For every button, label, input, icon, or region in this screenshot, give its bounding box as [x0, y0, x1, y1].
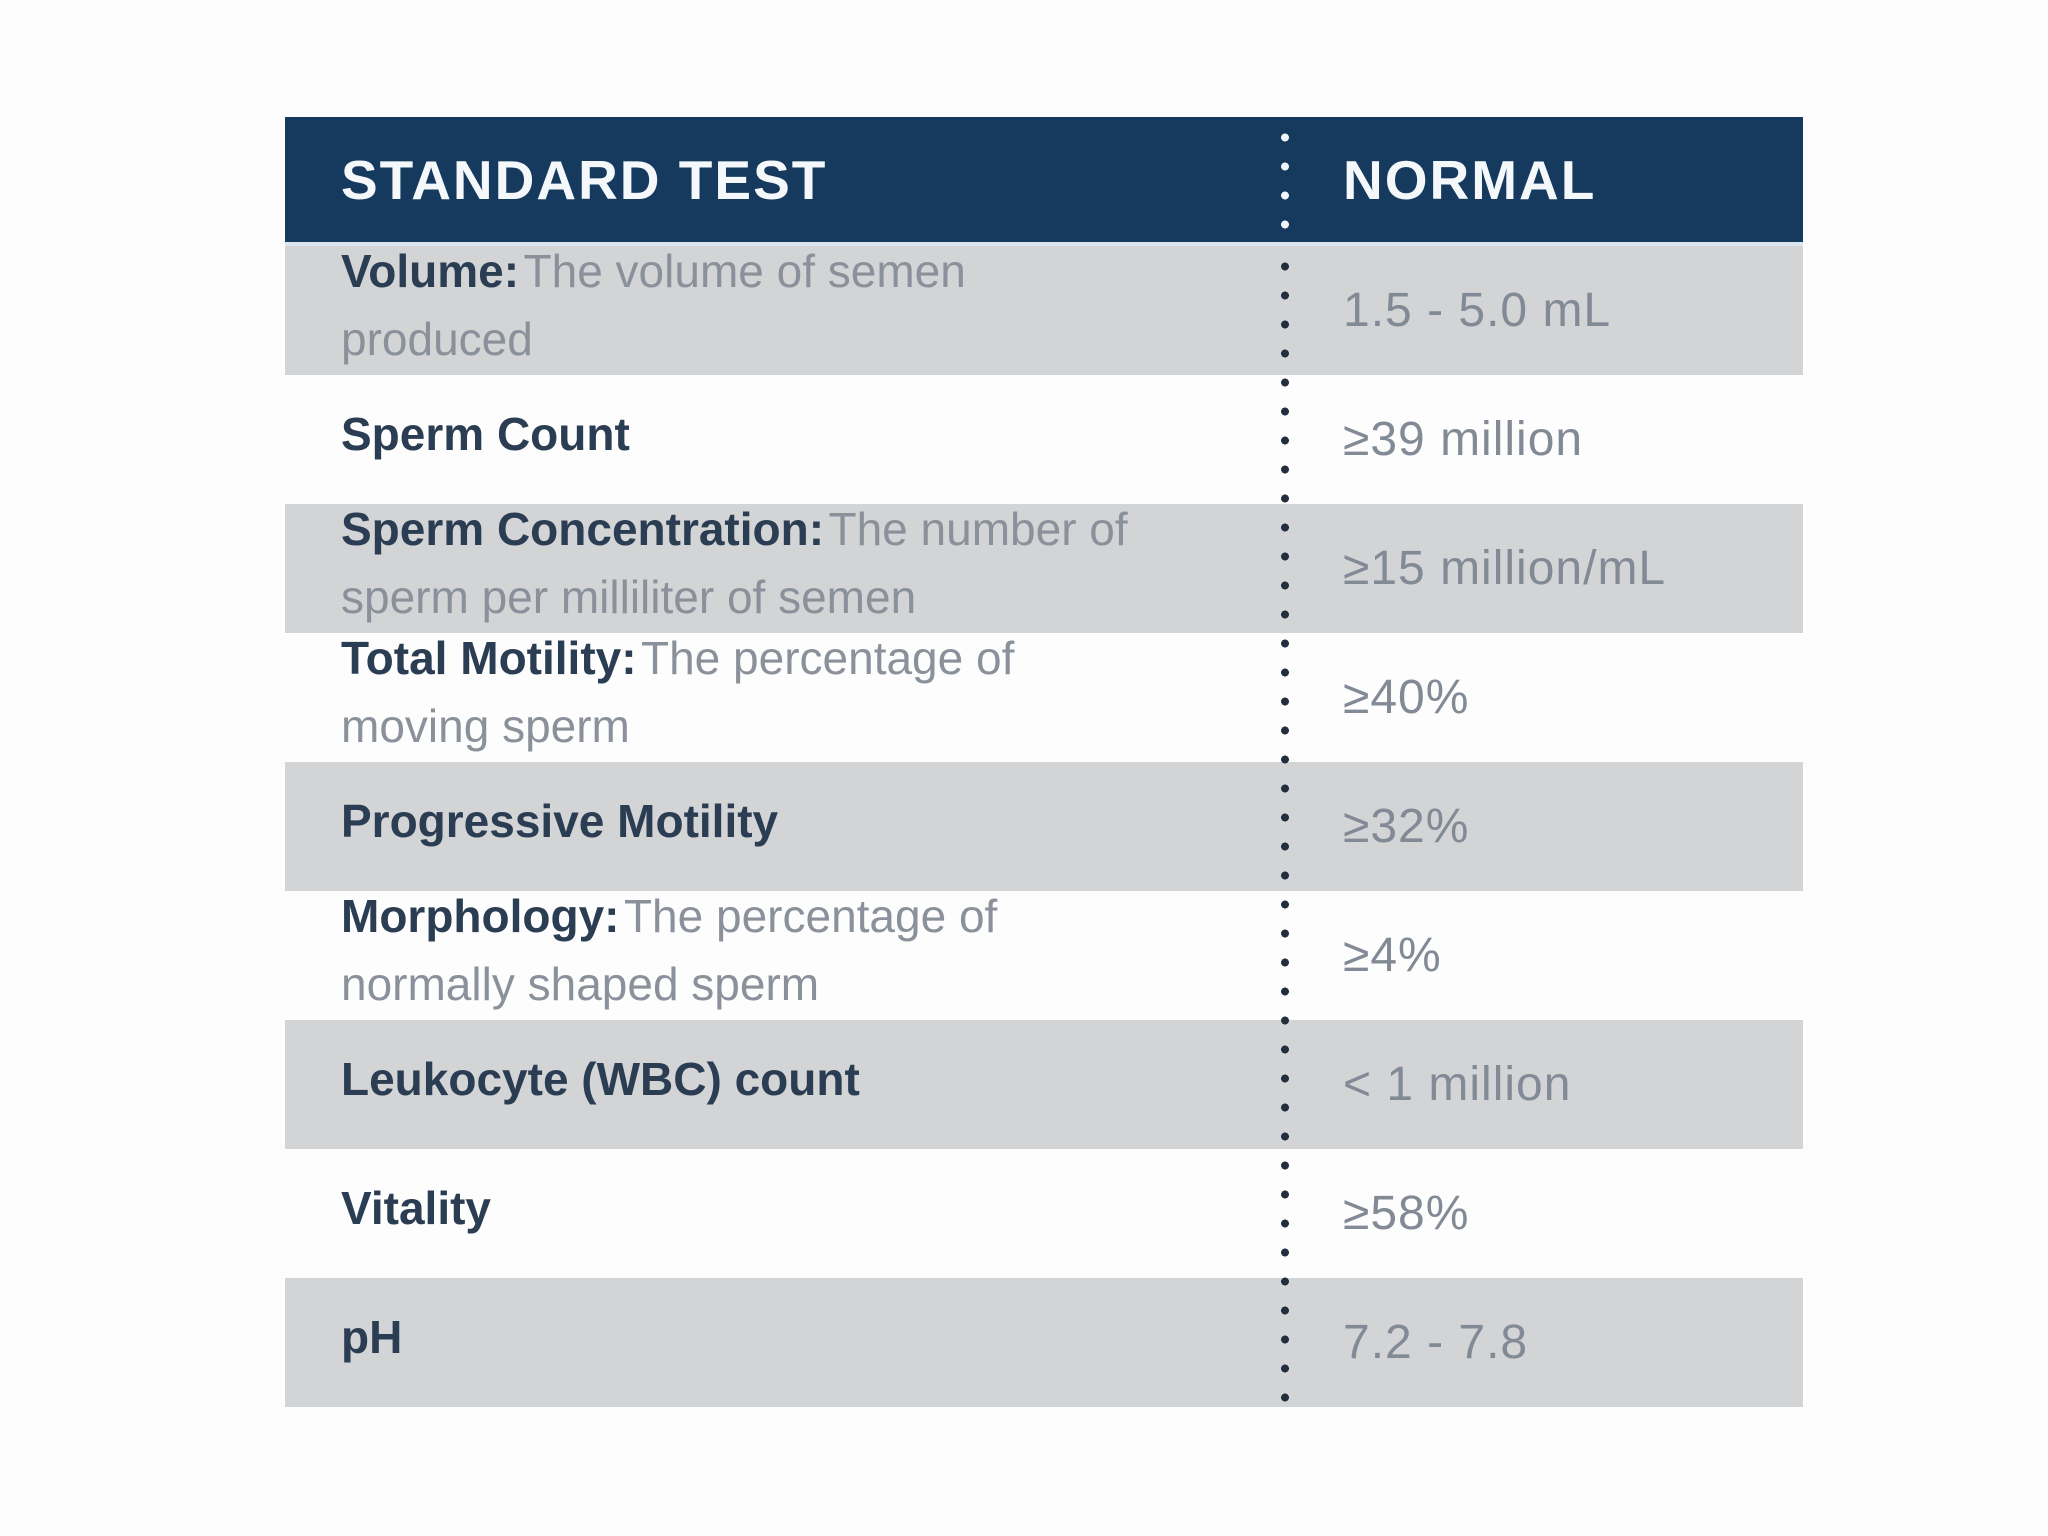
- table-row-volume: Volume: The volume of semen produced 1.5…: [285, 244, 1803, 375]
- table-row-sperm-count: Sperm Count ≥39 million: [285, 375, 1803, 504]
- test-term: Morphology:: [341, 889, 620, 942]
- test-description: The number of sperm per milliliter of se…: [341, 502, 1128, 623]
- test-cell: Volume: The volume of semen produced: [285, 244, 1285, 375]
- test-term: Progressive Motility: [341, 794, 779, 847]
- test-term: Leukocyte (WBC) count: [341, 1052, 860, 1105]
- test-description: The volume of semen produced: [341, 244, 966, 365]
- normal-value: ≥15 million/mL: [1343, 542, 1667, 595]
- normal-cell: < 1 million: [1285, 1020, 1803, 1149]
- test-term: pH: [341, 1310, 403, 1363]
- normal-value: ≥32%: [1343, 800, 1470, 853]
- test-cell: Sperm Count: [285, 375, 1285, 504]
- test-cell: Morphology: The percentage of normally s…: [285, 889, 1285, 1020]
- test-term: Volume:: [341, 244, 520, 297]
- test-term: Sperm Concentration:: [341, 502, 825, 555]
- test-cell: Leukocyte (WBC) count: [285, 1020, 1285, 1149]
- header-cell-normal: NORMAL: [1285, 117, 1803, 242]
- normal-cell: ≥58%: [1285, 1149, 1803, 1278]
- normal-cell: ≥32%: [1285, 762, 1803, 891]
- table-row-ph: pH 7.2 - 7.8: [285, 1278, 1803, 1407]
- test-description: The percentage of normally shaped sperm: [341, 889, 998, 1010]
- normal-cell: 7.2 - 7.8: [1285, 1278, 1803, 1407]
- table-row-leukocyte-count: Leukocyte (WBC) count < 1 million: [285, 1020, 1803, 1149]
- header-label-standard-test: STANDARD TEST: [341, 148, 828, 211]
- normal-value: 7.2 - 7.8: [1343, 1316, 1529, 1369]
- normal-cell: ≥4%: [1285, 891, 1803, 1020]
- test-cell: Vitality: [285, 1149, 1285, 1278]
- normal-value: ≥40%: [1343, 671, 1470, 724]
- test-cell: pH: [285, 1278, 1285, 1407]
- normal-value: 1.5 - 5.0 mL: [1343, 284, 1612, 337]
- header-label-normal: NORMAL: [1343, 148, 1597, 211]
- test-term: Sperm Count: [341, 407, 630, 460]
- semen-analysis-reference-table: STANDARD TEST NORMAL Volume: The volume …: [285, 117, 1803, 1407]
- normal-cell: 1.5 - 5.0 mL: [1285, 246, 1803, 375]
- table-row-morphology: Morphology: The percentage of normally s…: [285, 889, 1803, 1020]
- test-term: Vitality: [341, 1181, 491, 1234]
- header-cell-standard-test: STANDARD TEST: [285, 117, 1285, 242]
- table-row-sperm-concentration: Sperm Concentration: The number of sperm…: [285, 502, 1803, 633]
- normal-cell: ≥15 million/mL: [1285, 504, 1803, 633]
- test-cell: Sperm Concentration: The number of sperm…: [285, 502, 1285, 633]
- table-row-total-motility: Total Motility: The percentage of moving…: [285, 631, 1803, 762]
- test-cell: Progressive Motility: [285, 762, 1285, 891]
- normal-cell: ≥39 million: [1285, 375, 1803, 504]
- table-row-vitality: Vitality ≥58%: [285, 1149, 1803, 1278]
- normal-value: ≥39 million: [1343, 413, 1584, 466]
- table-row-progressive-motility: Progressive Motility ≥32%: [285, 762, 1803, 891]
- normal-value: ≥58%: [1343, 1187, 1470, 1240]
- normal-value: ≥4%: [1343, 929, 1442, 982]
- normal-value: < 1 million: [1343, 1058, 1572, 1111]
- normal-cell: ≥40%: [1285, 633, 1803, 762]
- test-cell: Total Motility: The percentage of moving…: [285, 631, 1285, 762]
- test-description: The percentage of moving sperm: [341, 631, 1015, 752]
- test-term: Total Motility:: [341, 631, 637, 684]
- table-header-row: STANDARD TEST NORMAL: [285, 117, 1803, 246]
